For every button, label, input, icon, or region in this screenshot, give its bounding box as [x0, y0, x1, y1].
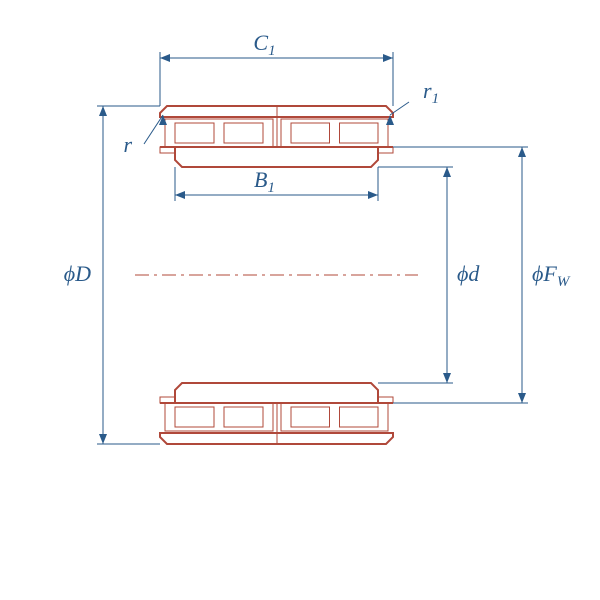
label-C1: C1 — [253, 30, 275, 59]
label-B1: B1 — [254, 167, 275, 196]
bearing-cross-section-diagram: C1 B1 ϕD ϕd ϕFW r r1 — [0, 0, 600, 600]
label-r: r — [123, 132, 132, 157]
label-r1: r1 — [423, 78, 439, 107]
label-phiD: ϕD — [64, 261, 91, 286]
label-phid: ϕd — [457, 261, 480, 286]
label-phiFw: ϕFW — [532, 261, 571, 290]
